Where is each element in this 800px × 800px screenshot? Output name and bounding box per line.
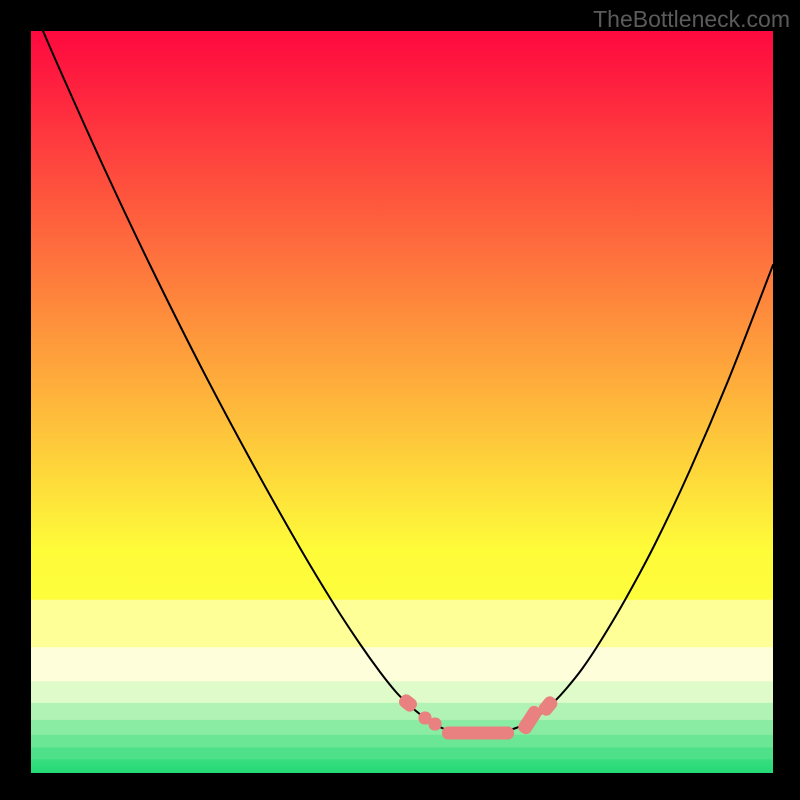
curve-marker xyxy=(442,727,514,740)
watermark-text: TheBottleneck.com xyxy=(593,6,790,33)
bottleneck-chart xyxy=(0,0,800,800)
plot-background xyxy=(31,31,773,773)
curve-marker xyxy=(429,718,442,731)
